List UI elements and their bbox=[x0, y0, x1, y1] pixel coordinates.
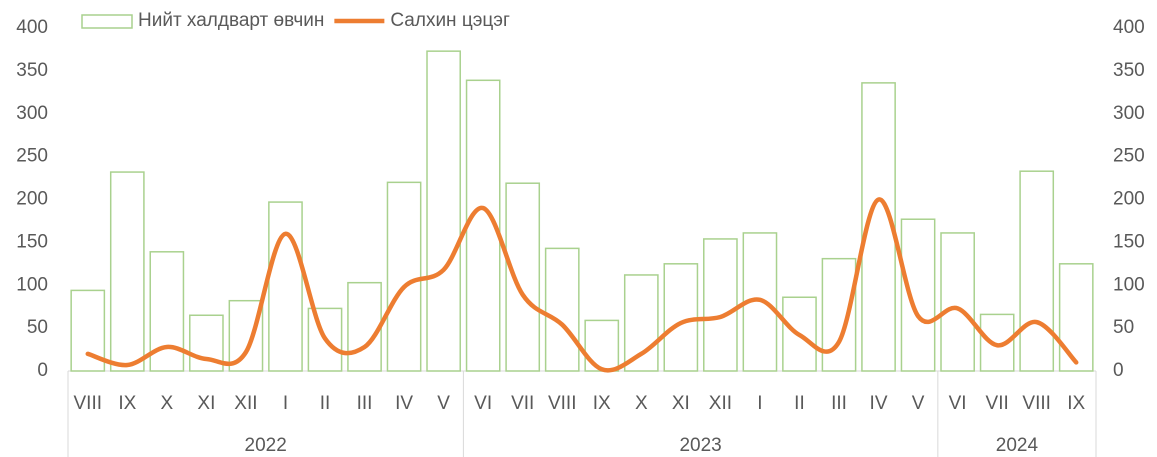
x-tick-label: XI bbox=[197, 393, 215, 414]
x-tick-label: IV bbox=[395, 393, 413, 414]
bar bbox=[900, 218, 936, 372]
y-tick-label: 0 bbox=[37, 360, 48, 381]
group-label: 2022 bbox=[245, 435, 287, 456]
bar bbox=[386, 181, 422, 372]
bar bbox=[821, 257, 857, 372]
x-tick-label: V bbox=[912, 393, 925, 414]
x-tick-label: X bbox=[635, 393, 648, 414]
x-tick-label: IX bbox=[593, 393, 611, 414]
y2-tick-label: 200 bbox=[1113, 189, 1145, 210]
y-tick-label: 300 bbox=[16, 103, 48, 124]
x-tick-label: X bbox=[161, 393, 174, 414]
y-tick-label: 250 bbox=[16, 146, 48, 167]
x-tick-label: VIII bbox=[74, 393, 103, 414]
bar bbox=[465, 79, 501, 372]
x-tick-label: XI bbox=[672, 393, 690, 414]
x-tick-label: VII bbox=[511, 393, 534, 414]
legend-label: Нийт халдварт өвчин bbox=[138, 10, 324, 31]
x-tick-label: IX bbox=[118, 393, 136, 414]
x-tick-label: IX bbox=[1067, 393, 1085, 414]
bar bbox=[623, 274, 659, 372]
x-tick-label: III bbox=[357, 393, 373, 414]
y-tick-label: 150 bbox=[16, 231, 48, 252]
x-tick-label: V bbox=[437, 393, 450, 414]
x-tick-label: VI bbox=[949, 393, 967, 414]
x-tick-label: XII bbox=[234, 393, 257, 414]
x-tick-label: VIII bbox=[1022, 393, 1051, 414]
y2-tick-label: 150 bbox=[1113, 231, 1145, 252]
y-tick-label: 200 bbox=[16, 189, 48, 210]
line bbox=[85, 197, 1079, 373]
x-tick-label: VII bbox=[986, 393, 1009, 414]
bar bbox=[1019, 170, 1055, 372]
bar bbox=[544, 247, 580, 372]
y2-tick-label: 250 bbox=[1113, 146, 1145, 167]
x-tick-label: VI bbox=[474, 393, 492, 414]
y2-tick-label: 300 bbox=[1113, 103, 1145, 124]
bar bbox=[703, 238, 738, 372]
x-tick-label: XII bbox=[709, 393, 732, 414]
bar bbox=[426, 50, 461, 372]
y2-tick-label: 0 bbox=[1113, 360, 1124, 381]
group-label: 2024 bbox=[996, 435, 1039, 456]
x-tick-label: II bbox=[320, 393, 331, 414]
x-tick-label: III bbox=[831, 393, 847, 414]
x-tick-label: I bbox=[283, 393, 288, 414]
y-tick-label: 350 bbox=[16, 60, 48, 81]
legend-swatch bbox=[81, 14, 133, 29]
bar bbox=[663, 263, 699, 372]
y2-tick-label: 50 bbox=[1113, 317, 1134, 338]
x-tick-label: II bbox=[794, 393, 805, 414]
legend-label: Салхин цэцэг bbox=[390, 10, 510, 31]
bar bbox=[505, 182, 541, 372]
y-tick-label: 100 bbox=[16, 274, 48, 295]
bar bbox=[940, 232, 975, 372]
y2-tick-label: 400 bbox=[1113, 17, 1145, 38]
bar bbox=[109, 171, 145, 372]
y2-tick-label: 100 bbox=[1113, 274, 1145, 295]
y-tick-label: 50 bbox=[27, 317, 48, 338]
bar bbox=[1058, 263, 1094, 372]
bar bbox=[268, 201, 303, 372]
y-tick-label: 400 bbox=[16, 17, 48, 38]
bar bbox=[584, 319, 620, 372]
bar bbox=[347, 281, 382, 372]
x-tick-label: IV bbox=[870, 393, 888, 414]
y2-tick-label: 350 bbox=[1113, 60, 1145, 81]
x-tick-label: VIII bbox=[548, 393, 577, 414]
x-tick-label: I bbox=[757, 393, 762, 414]
group-label: 2023 bbox=[679, 435, 721, 456]
